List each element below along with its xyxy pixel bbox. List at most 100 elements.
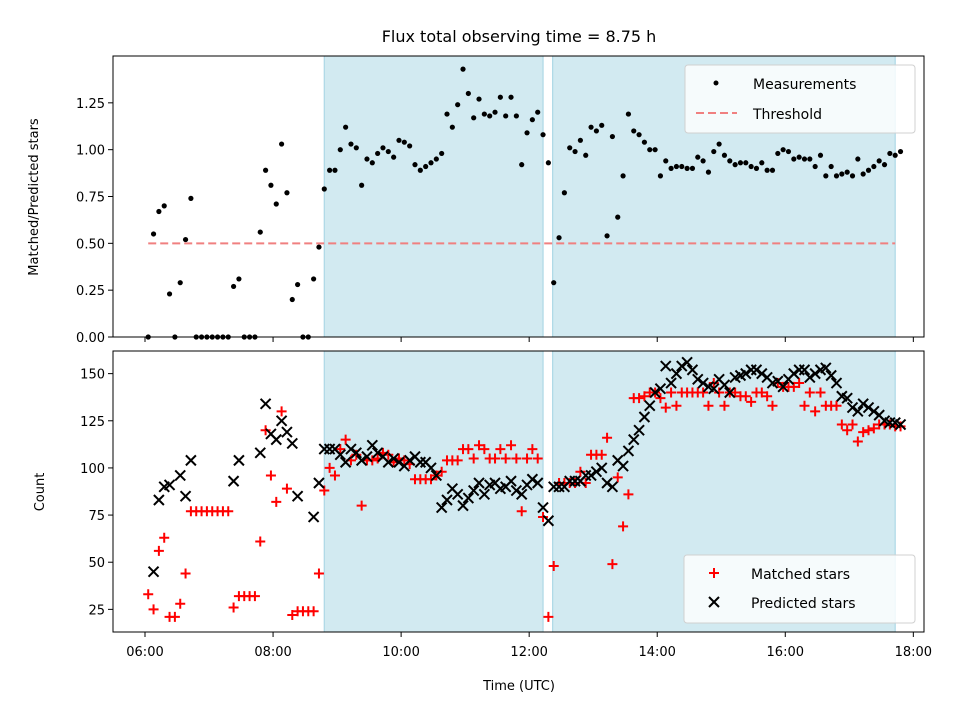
bottom-x-tick-label: 12:00: [510, 645, 547, 660]
predicted-star-marker: [526, 473, 539, 485]
top-x-ticks: [144, 337, 914, 342]
measurement-point: [807, 156, 813, 162]
matched-star-marker: [612, 472, 623, 483]
predicted-star-marker: [462, 492, 475, 504]
predicted-stars-layer: [147, 356, 907, 578]
measurement-point: [796, 154, 802, 160]
matched-star-marker: [490, 453, 501, 464]
measurement-point: [540, 132, 546, 138]
predicted-star-marker: [825, 369, 837, 382]
measurement-point: [230, 283, 237, 290]
matched-star-marker: [148, 604, 159, 615]
measurement-point: [268, 182, 274, 188]
matched-star-marker: [276, 406, 287, 417]
predicted-star-marker: [606, 481, 619, 493]
predicted-star-marker: [515, 488, 528, 501]
matched-star-marker: [153, 545, 164, 556]
measurement-point: [743, 160, 749, 166]
predicted-star-marker: [473, 477, 485, 489]
predicted-star-marker: [857, 398, 869, 410]
measurement-point: [182, 236, 189, 243]
predicted-star-marker: [403, 454, 416, 467]
predicted-star-marker: [809, 367, 821, 380]
measurement-point: [657, 173, 664, 179]
measurement-point: [748, 163, 754, 170]
measurement-point: [519, 162, 525, 168]
predicted-star-marker: [425, 462, 437, 474]
matched-star-marker: [836, 419, 847, 430]
top-legend: Measurements Threshold: [684, 64, 916, 134]
measurement-point: [663, 158, 669, 164]
predicted-star-marker: [291, 490, 304, 502]
measurement-point: [876, 158, 882, 164]
predicted-star-marker: [676, 360, 688, 372]
predicted-star-marker: [174, 469, 186, 482]
measurement-point: [588, 124, 594, 130]
bottom-y-tick-label: 100: [80, 462, 105, 477]
predicted-star-marker: [841, 392, 853, 404]
measurement-point: [369, 160, 375, 166]
predicted-star-marker: [724, 386, 736, 399]
matched-star-marker: [522, 453, 533, 464]
bottom-x-axis: 06:00 08:00 10:00 12:00 14:00 16:00 18:00: [126, 632, 932, 660]
measurement-point: [337, 147, 343, 153]
matched-star-marker: [852, 436, 863, 447]
bottom-x-tick-label: 14:00: [638, 645, 675, 660]
measurement-point: [433, 156, 439, 162]
matched-star-marker: [895, 421, 906, 432]
predicted-star-marker: [387, 452, 400, 465]
predicted-star-marker: [708, 383, 720, 395]
predicted-star-marker: [862, 401, 875, 414]
bottom-x-tick-label: 10:00: [382, 645, 419, 660]
measurement-point: [844, 169, 850, 175]
predicted-star-marker: [660, 360, 672, 372]
matched-star-marker: [767, 400, 778, 411]
measurement-point: [503, 113, 509, 119]
top-legend-box: [684, 64, 916, 134]
measurement-point: [284, 190, 290, 196]
predicted-star-marker: [382, 456, 395, 468]
measurement-point: [535, 109, 541, 115]
top-panel: 0.00 0.25 0.50 0.75 1.00 1.25 Matched/Predict…: [27, 55, 925, 346]
bottom-y-axis-label: Count: [33, 473, 48, 512]
measurement-point: [673, 163, 680, 170]
matched-star-marker: [708, 378, 719, 389]
measurement-point: [705, 169, 712, 175]
matched-star-marker: [228, 602, 239, 613]
predicted-star-marker: [542, 515, 555, 527]
measurement-point: [631, 128, 637, 134]
measurements-legend-label: Measurements: [753, 77, 856, 93]
measurement-point: [860, 171, 866, 177]
measurement-point: [599, 122, 605, 128]
observing-window-band: [324, 56, 544, 337]
measurement-point: [801, 156, 808, 162]
matched-star-marker: [452, 455, 463, 466]
top-y-axis: 0.00 0.25 0.50 0.75 1.00 1.25: [76, 97, 113, 346]
matched-stars-legend-label: Matched stars: [751, 567, 850, 583]
matched-star-marker: [810, 406, 821, 417]
matched-star-marker: [618, 521, 629, 532]
threshold-legend-label: Threshold: [752, 107, 822, 123]
matched-star-marker: [703, 400, 714, 411]
predicted-star-marker: [185, 454, 197, 467]
predicted-star-marker: [750, 364, 763, 376]
measurement-point: [279, 141, 285, 147]
measurement-point: [321, 186, 327, 192]
predicted-star-marker: [345, 443, 357, 455]
measurement-point: [892, 152, 898, 158]
measurement-point: [332, 167, 338, 173]
measurement-point: [583, 152, 589, 158]
measurement-point: [348, 141, 354, 147]
predicted-star-marker: [435, 501, 448, 514]
top-y-tick-label: 0.50: [76, 237, 105, 252]
predicted-star-marker: [254, 447, 266, 459]
measurement-point: [556, 235, 562, 241]
predicted-star-marker: [670, 367, 683, 380]
bottom-axes-frame: [112, 350, 925, 633]
matched-star-marker: [719, 400, 730, 411]
measurement-point: [353, 145, 359, 151]
measurement-point: [732, 162, 738, 168]
measurement-point: [492, 109, 498, 115]
measurement-point: [593, 128, 599, 134]
